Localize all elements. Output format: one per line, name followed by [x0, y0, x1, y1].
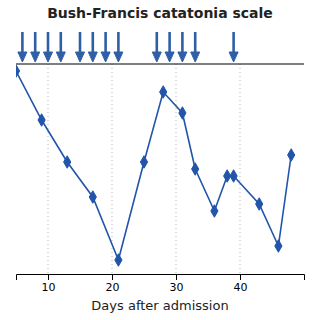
arrow-head [44, 52, 53, 62]
tick: 10 [42, 274, 56, 294]
arrow [56, 32, 65, 62]
grid-line-x [240, 64, 241, 274]
arrow-shaft [79, 32, 82, 54]
arrow-head [76, 52, 85, 62]
marker [115, 254, 122, 266]
arrow-head [152, 52, 161, 62]
arrows [18, 32, 238, 62]
arrow-shaft [104, 32, 107, 54]
arrow-shaft [156, 32, 159, 54]
arrow [152, 32, 161, 62]
grid-line-x [176, 64, 177, 274]
line [16, 71, 291, 260]
arrow-head [178, 52, 187, 62]
arrow-head [101, 52, 110, 62]
tick-label: 40 [234, 281, 248, 294]
arrow-shaft [21, 32, 24, 54]
marker [64, 156, 71, 168]
arrow [229, 32, 238, 62]
marker [230, 170, 237, 182]
grid [48, 64, 240, 274]
tick-mark [176, 274, 177, 280]
title: Bush-Francis catatonia scale [47, 5, 273, 21]
chart: 10 20 30 40 Bush-Francis catatonia scale Days… [0, 0, 320, 320]
arrow-shaft [34, 32, 37, 54]
arrow-head [31, 52, 40, 62]
arrow [31, 32, 40, 62]
x-axis: 10 20 30 40 [17, 274, 305, 294]
marker [16, 65, 20, 77]
plot-area: 10 20 30 40 [12, 32, 304, 294]
arrow [165, 32, 174, 62]
tick-label: 10 [42, 281, 56, 294]
arrow-head [229, 52, 238, 62]
tick-mark [48, 274, 49, 280]
arrow-head [191, 52, 200, 62]
tick: 30 [170, 274, 184, 294]
tick: 40 [234, 274, 248, 294]
arrow [178, 32, 187, 62]
tick: 20 [106, 274, 120, 294]
arrow [191, 32, 200, 62]
arrow-shaft [47, 32, 50, 54]
marker [38, 114, 45, 126]
marker [89, 191, 96, 203]
arrow-head [165, 52, 174, 62]
marker [288, 149, 295, 161]
arrow-shaft [168, 32, 171, 54]
marker [140, 156, 147, 168]
axis-line [17, 275, 305, 281]
arrow-shaft [181, 32, 184, 54]
tick-label: 30 [170, 281, 184, 294]
arrow [114, 32, 123, 62]
arrow-shaft [117, 32, 120, 54]
tick-mark [112, 274, 113, 280]
arrow-shaft [194, 32, 197, 54]
marker [211, 205, 218, 217]
marker [160, 86, 167, 98]
arrow [101, 32, 110, 62]
arrow-head [56, 52, 65, 62]
x-axis-label: Days after admission [91, 298, 228, 313]
top-line [16, 63, 304, 64]
arrow [44, 32, 53, 62]
arrow [76, 32, 85, 62]
marker [179, 107, 186, 119]
arrow-head [18, 52, 27, 62]
grid-line-x [48, 64, 49, 274]
tick-label: 20 [106, 281, 120, 294]
arrow-head [88, 52, 97, 62]
arrow-shaft [92, 32, 95, 54]
series [16, 65, 295, 266]
marker [192, 163, 199, 175]
arrow [18, 32, 27, 62]
tick-mark [240, 274, 241, 280]
arrow-head [114, 52, 123, 62]
arrow-shaft [59, 32, 62, 54]
arrow-shaft [232, 32, 235, 54]
arrow [88, 32, 97, 62]
marker [256, 198, 263, 210]
marker [275, 240, 282, 252]
